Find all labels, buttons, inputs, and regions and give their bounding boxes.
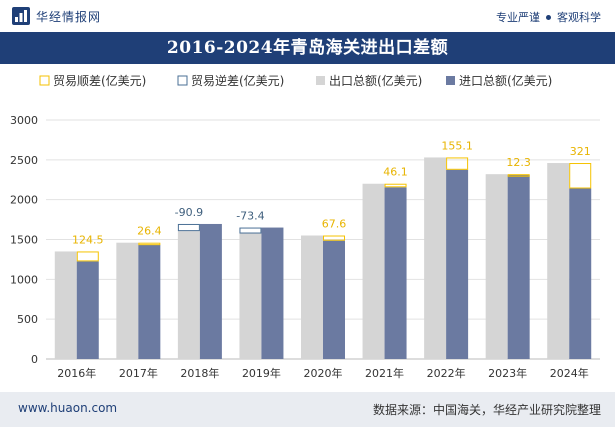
x-tick-label: 2016年 xyxy=(57,366,96,380)
x-tick-label: 2023年 xyxy=(488,366,527,380)
chart: 贸易顺差(亿美元) 贸易逆差(亿美元) 出口总额(亿美元) 进口总额(亿美元) 124… xyxy=(10,73,600,380)
category-group-4: 67.6 xyxy=(301,218,346,359)
export-bar xyxy=(362,183,385,359)
x-tick-label: 2018年 xyxy=(180,366,219,380)
import-bar xyxy=(138,244,161,359)
balance-label: 67.6 xyxy=(322,218,347,231)
legend-item-surplus: 贸易顺差(亿美元) xyxy=(39,73,146,88)
balance-label: 12.3 xyxy=(506,156,531,169)
surplus-marker xyxy=(138,242,161,246)
export-bar xyxy=(177,231,200,359)
y-axis: 0 500 1000 1500 2000 2500 3000 xyxy=(10,114,38,366)
x-tick-label: 2020年 xyxy=(304,366,343,380)
balance-label: -73.4 xyxy=(236,210,264,223)
legend-label: 贸易顺差(亿美元) xyxy=(53,73,146,88)
y-tick-label: 1000 xyxy=(10,273,38,286)
legend-label: 贸易逆差(亿美元) xyxy=(191,73,284,88)
surplus-marker xyxy=(446,157,469,170)
import-bar xyxy=(569,188,592,359)
export-bar xyxy=(547,163,570,359)
brand-name: 华经情报网 xyxy=(36,9,102,24)
chart-legend: 贸易顺差(亿美元) 贸易逆差(亿美元) 出口总额(亿美元) 进口总额(亿美元) xyxy=(39,73,552,88)
x-tick-label: 2021年 xyxy=(365,366,404,380)
y-tick-label: 0 xyxy=(31,353,38,366)
y-tick-label: 3000 xyxy=(10,114,38,127)
category-group-0: 124.5 xyxy=(54,233,104,359)
surplus-marker xyxy=(507,174,530,177)
y-tick-label: 2500 xyxy=(10,154,38,167)
import-bar xyxy=(199,223,222,359)
huajing-logo-icon xyxy=(12,7,30,25)
export-bar xyxy=(301,235,323,359)
category-group-6: 155.1 xyxy=(424,139,473,359)
export-bar xyxy=(239,233,262,359)
surplus-marker xyxy=(76,251,99,262)
slogan-left: 专业严谨 xyxy=(496,11,540,24)
x-axis: 2016年 2017年 2018年 2019年 2020年 2021年 2022年 2023年… xyxy=(57,366,588,380)
surplus-marker xyxy=(569,163,592,189)
deficit-marker xyxy=(177,223,200,232)
category-group-2: -90.9 xyxy=(175,206,222,359)
data-source: 数据来源：中国海关，华经产业研究院整理 xyxy=(372,403,601,417)
balance-label: 46.1 xyxy=(383,166,408,179)
balance-label: 26.4 xyxy=(137,225,162,238)
legend-swatch-export xyxy=(316,76,325,85)
y-tick-label: 500 xyxy=(17,313,38,326)
import-bar xyxy=(384,187,407,359)
slogan: 专业严谨 客观科学 xyxy=(496,9,601,25)
chart-title: 2016-2024年青岛海关进出口差额 xyxy=(0,32,615,64)
x-tick-label: 2017年 xyxy=(119,366,158,380)
legend-item-deficit: 贸易逆差(亿美元) xyxy=(177,73,284,88)
import-bar xyxy=(261,227,284,359)
import-bar xyxy=(76,261,99,359)
top-header: 华经情报网 专业严谨 客观科学 xyxy=(0,0,615,32)
import-bar xyxy=(507,174,530,359)
export-bar xyxy=(424,157,447,359)
category-group-7: 12.3 xyxy=(485,156,531,359)
legend-label: 出口总额(亿美元) xyxy=(329,73,422,88)
x-tick-label: 2019年 xyxy=(242,366,281,380)
y-tick-label: 1500 xyxy=(10,234,38,247)
surplus-marker xyxy=(323,235,345,241)
surplus-marker xyxy=(384,183,407,188)
deficit-marker xyxy=(239,227,262,234)
export-bar xyxy=(116,242,139,359)
legend-swatch-import xyxy=(446,76,455,85)
x-tick-label: 2024年 xyxy=(550,366,589,380)
slogan-dot-icon xyxy=(546,14,551,20)
category-group-8: 321 xyxy=(547,145,592,359)
legend-swatch-deficit xyxy=(177,75,188,86)
legend-item-import: 进口总额(亿美元) xyxy=(446,73,552,88)
category-group-3: -73.4 xyxy=(236,210,284,359)
legend-item-export: 出口总额(亿美元) xyxy=(316,73,422,88)
slogan-right: 客观科学 xyxy=(557,11,601,24)
import-bar xyxy=(323,240,345,359)
category-group-5: 46.1 xyxy=(362,166,408,359)
x-tick-label: 2022年 xyxy=(427,366,466,380)
legend-label: 进口总额(亿美元) xyxy=(459,73,552,88)
balance-label: 155.1 xyxy=(441,139,473,152)
footer-site-link[interactable]: www.huaon.com xyxy=(18,401,118,415)
category-group-1: 26.4 xyxy=(116,225,162,359)
balance-label: 124.5 xyxy=(72,233,104,246)
balance-label: -90.9 xyxy=(175,206,203,219)
legend-swatch-surplus xyxy=(39,75,50,86)
export-bar xyxy=(54,251,77,359)
footer: www.huaon.com 数据来源：中国海关，华经产业研究院整理 xyxy=(0,392,615,427)
balance-label: 321 xyxy=(570,145,591,158)
import-bar xyxy=(446,169,469,359)
y-tick-label: 2000 xyxy=(10,194,38,207)
chart-bars: 124.5 26.4 -90.9 -73.4 67.6 46.1 155.1 12.3 321 xyxy=(54,139,592,359)
export-bar xyxy=(485,174,508,359)
brand: 华经情报网 xyxy=(12,7,101,25)
